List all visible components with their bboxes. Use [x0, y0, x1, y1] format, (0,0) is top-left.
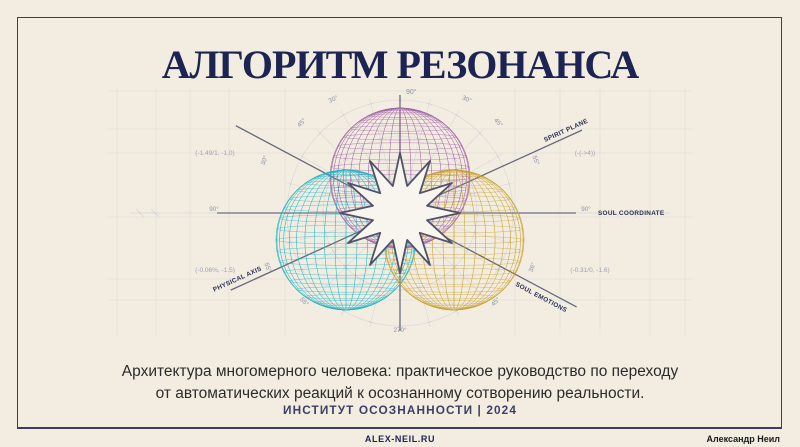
svg-text:30°: 30° — [259, 154, 270, 166]
svg-text:(-1.49/1, -1.0): (-1.49/1, -1.0) — [195, 150, 234, 157]
svg-text:55°: 55° — [298, 295, 311, 308]
svg-text:45°: 45° — [489, 295, 502, 308]
svg-text:45°: 45° — [492, 116, 505, 129]
svg-text:45°: 45° — [295, 116, 308, 129]
svg-text:90°: 90° — [406, 88, 417, 96]
svg-text:SOUL COORDINATE: SOUL COORDINATE — [598, 210, 665, 217]
svg-text:30°: 30° — [461, 94, 473, 105]
svg-text:36°: 36° — [527, 261, 538, 273]
svg-text:(-0.06%, -1.5): (-0.06%, -1.5) — [195, 267, 235, 274]
svg-text:270°: 270° — [393, 326, 407, 334]
svg-text:55°: 55° — [530, 154, 541, 166]
svg-text:(-(->4)): (-(->4)) — [575, 150, 595, 157]
svg-text:90°: 90° — [209, 205, 219, 213]
svg-text:90°: 90° — [581, 205, 591, 213]
svg-text:30°: 30° — [327, 93, 339, 104]
svg-text:SPIRIT PLANE: SPIRIT PLANE — [543, 118, 590, 144]
svg-text:(-0.31/0, -1.6): (-0.31/0, -1.6) — [570, 267, 609, 274]
